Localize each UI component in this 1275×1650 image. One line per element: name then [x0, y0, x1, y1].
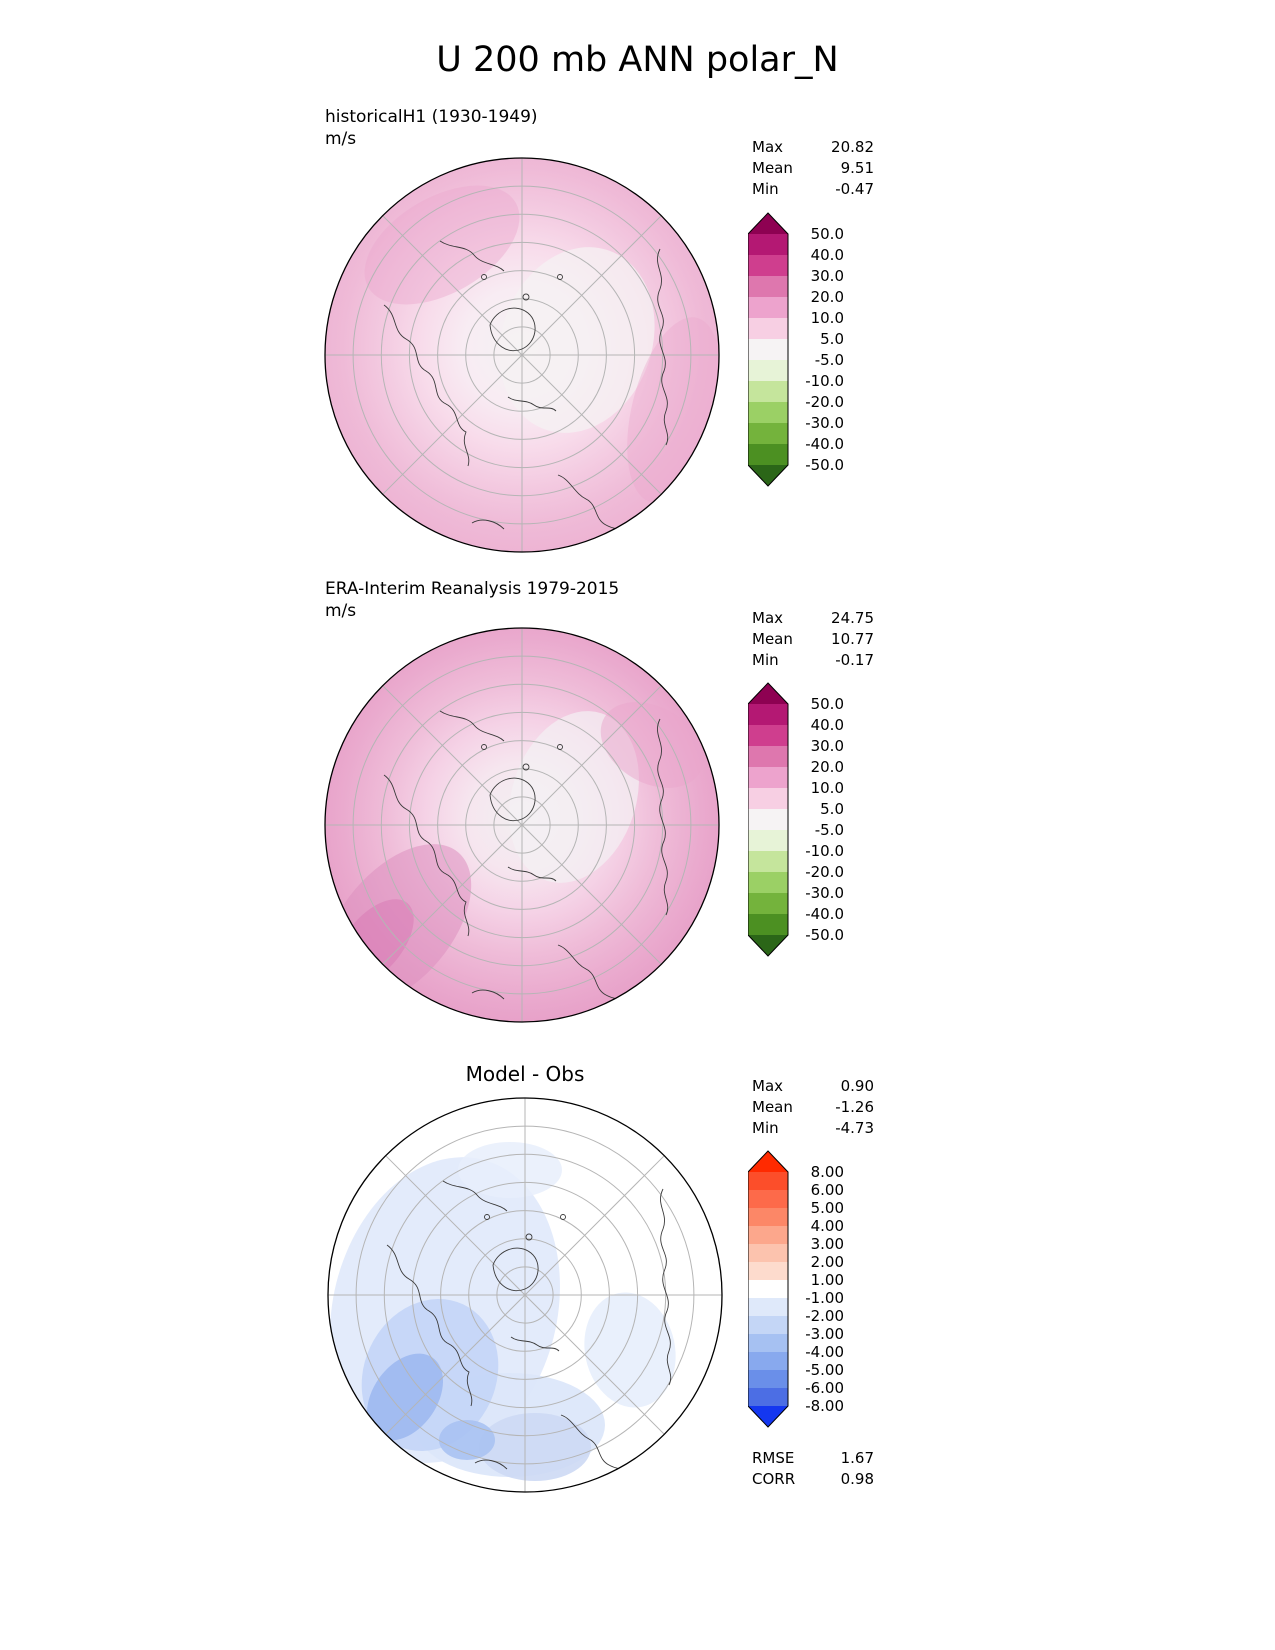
coastlines — [383, 240, 669, 538]
map3-boundary — [327, 1097, 723, 1493]
svg-text:-10.0: -10.0 — [805, 372, 844, 390]
svg-text:-30.0: -30.0 — [805, 884, 844, 902]
panel1-stats: Max 20.82 Mean 9.51 Min -0.47 — [752, 137, 874, 200]
map3-neg-bias-medium2 — [479, 1413, 591, 1481]
svg-text:30.0: 30.0 — [811, 737, 844, 755]
map-model — [324, 157, 720, 553]
colorbar-difference: 8.006.005.004.003.002.001.00-1.00-2.00-3… — [748, 1150, 844, 1428]
svg-text:3.00: 3.00 — [811, 1235, 844, 1253]
svg-text:-4.00: -4.00 — [805, 1343, 844, 1361]
map3-neg-bias-strong2 — [439, 1420, 495, 1460]
svg-text:-40.0: -40.0 — [805, 905, 844, 923]
panel2-title: ERA-Interim Reanalysis 1979-2015 — [325, 579, 620, 599]
stat-row: Mean 9.51 — [752, 159, 874, 177]
stat-row: Min -0.47 — [752, 180, 874, 198]
svg-text:10.0: 10.0 — [811, 309, 844, 327]
svg-text:-5.0: -5.0 — [815, 351, 844, 369]
colorbar-wind-1: 50.0 40.0 30.0 20.0 10.0 5.0 -5.0 -10.0 -20.0 -30… — [748, 212, 844, 487]
figure-title: U 200 mb ANN polar_N — [436, 40, 839, 80]
panel3-metrics: RMSE 1.67 CORR 0.98 — [752, 1448, 874, 1490]
map1-boundary — [324, 157, 720, 553]
stat-row: Max 0.90 — [752, 1077, 874, 1095]
panel2-stats: Max 24.75 Mean 10.77 Min -0.17 — [752, 608, 874, 671]
svg-text:-8.00: -8.00 — [805, 1397, 844, 1415]
svg-text:40.0: 40.0 — [811, 716, 844, 734]
svg-text:-6.00: -6.00 — [805, 1379, 844, 1397]
svg-text:5.00: 5.00 — [811, 1199, 844, 1217]
svg-text:-5.0: -5.0 — [815, 821, 844, 839]
svg-text:5.0: 5.0 — [820, 330, 844, 348]
map3-neg-bias-top — [458, 1142, 562, 1198]
svg-text:-20.0: -20.0 — [805, 863, 844, 881]
colorbar-wind-2: 50.0 40.0 30.0 20.0 10.0 5.0 -5.0 -10.0 -20.0 -30… — [748, 682, 844, 957]
stat-row: Min -4.73 — [752, 1119, 874, 1137]
panel3-title: Model - Obs — [465, 1062, 585, 1086]
panel1-units: m/s — [325, 129, 357, 149]
svg-text:-5.00: -5.00 — [805, 1361, 844, 1379]
svg-text:-20.0: -20.0 — [805, 393, 844, 411]
stat-row: Max 24.75 — [752, 609, 874, 627]
svg-text:50.0: 50.0 — [811, 225, 844, 243]
graticule — [328, 1098, 722, 1492]
metric-row: RMSE 1.67 — [752, 1449, 874, 1467]
map3-neg-bias-right — [584, 1292, 676, 1408]
svg-text:5.0: 5.0 — [820, 800, 844, 818]
svg-text:-1.00: -1.00 — [805, 1289, 844, 1307]
panel3-stats: Max 0.90 Mean -1.26 Min -4.73 — [752, 1076, 874, 1139]
svg-text:20.0: 20.0 — [811, 288, 844, 306]
map3-neg-bias-strong — [366, 1353, 444, 1441]
map-reanalysis — [324, 627, 720, 1023]
svg-text:40.0: 40.0 — [811, 246, 844, 264]
graticule — [325, 158, 719, 552]
svg-text:6.00: 6.00 — [811, 1181, 844, 1199]
panel2-units: m/s — [325, 601, 357, 621]
graticule — [325, 628, 719, 1022]
map-difference — [327, 1097, 723, 1493]
map1-strong-wind-region — [364, 185, 520, 305]
panel1-title: historicalH1 (1930-1949) — [325, 107, 538, 127]
stat-row: Mean -1.26 — [752, 1098, 874, 1116]
map2-weak-wind-region — [509, 711, 639, 883]
svg-text:-50.0: -50.0 — [805, 926, 844, 944]
svg-text:-50.0: -50.0 — [805, 456, 844, 474]
map2-strong-wind-region2 — [600, 702, 704, 788]
svg-text:4.00: 4.00 — [811, 1217, 844, 1235]
svg-text:1.00: 1.00 — [811, 1271, 844, 1289]
map2-boundary — [324, 627, 720, 1023]
svg-text:10.0: 10.0 — [811, 779, 844, 797]
stat-row: Max 20.82 — [752, 138, 874, 156]
svg-text:-10.0: -10.0 — [805, 842, 844, 860]
svg-text:-3.00: -3.00 — [805, 1325, 844, 1343]
svg-text:-40.0: -40.0 — [805, 435, 844, 453]
svg-text:-30.0: -30.0 — [805, 414, 844, 432]
metric-row: CORR 0.98 — [752, 1470, 874, 1488]
svg-text:8.00: 8.00 — [811, 1163, 844, 1181]
stat-row: Mean 10.77 — [752, 630, 874, 648]
coastlines — [383, 710, 669, 1008]
stat-row: Min -0.17 — [752, 651, 874, 669]
svg-text:2.00: 2.00 — [811, 1253, 844, 1271]
svg-text:30.0: 30.0 — [811, 267, 844, 285]
svg-text:20.0: 20.0 — [811, 758, 844, 776]
svg-text:50.0: 50.0 — [811, 695, 844, 713]
svg-text:-2.00: -2.00 — [805, 1307, 844, 1325]
